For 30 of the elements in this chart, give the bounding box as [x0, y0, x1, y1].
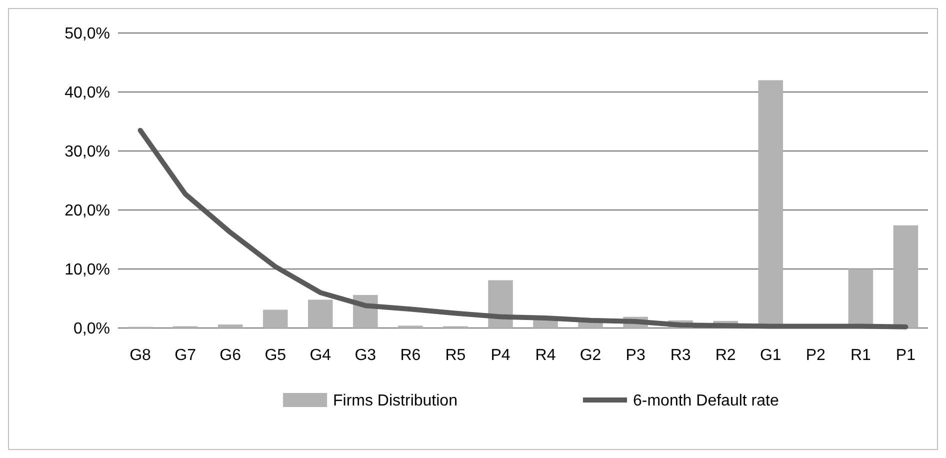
bar — [893, 225, 918, 328]
x-tick-label: R3 — [670, 347, 691, 364]
x-tick-label: G5 — [264, 347, 286, 364]
x-tick-label: P3 — [626, 347, 646, 364]
x-tick-label: R4 — [535, 347, 556, 364]
x-tick-label: R2 — [715, 347, 736, 364]
bar — [262, 310, 288, 328]
x-tick-label: G1 — [760, 347, 782, 364]
x-tick-label: G7 — [174, 347, 196, 364]
x-tick-label: P2 — [806, 347, 826, 364]
x-tick-label: R5 — [445, 347, 466, 364]
x-tick-label: G2 — [580, 347, 602, 364]
bar — [308, 300, 333, 328]
x-tick-label: G6 — [220, 347, 242, 364]
y-tick-label: 0,0% — [74, 320, 110, 338]
bar — [218, 324, 243, 328]
x-tick-label: G4 — [310, 347, 332, 364]
x-tick-label: P1 — [896, 347, 916, 364]
x-tick-label: G8 — [130, 347, 152, 364]
y-tick-label: 50,0% — [64, 26, 110, 43]
x-tick-label: P4 — [490, 347, 510, 364]
x-tick-label: R6 — [400, 347, 421, 364]
y-tick-label: 10,0% — [64, 262, 110, 279]
legend-label: 6-month Default rate — [633, 392, 779, 410]
legend-label: Firms Distribution — [333, 392, 458, 410]
x-tick-label: G3 — [354, 347, 376, 364]
y-tick-label: 30,0% — [64, 144, 110, 161]
y-tick-label: 20,0% — [64, 202, 110, 220]
y-tick-label: 40,0% — [64, 84, 110, 102]
x-tick-label: R1 — [850, 347, 872, 364]
